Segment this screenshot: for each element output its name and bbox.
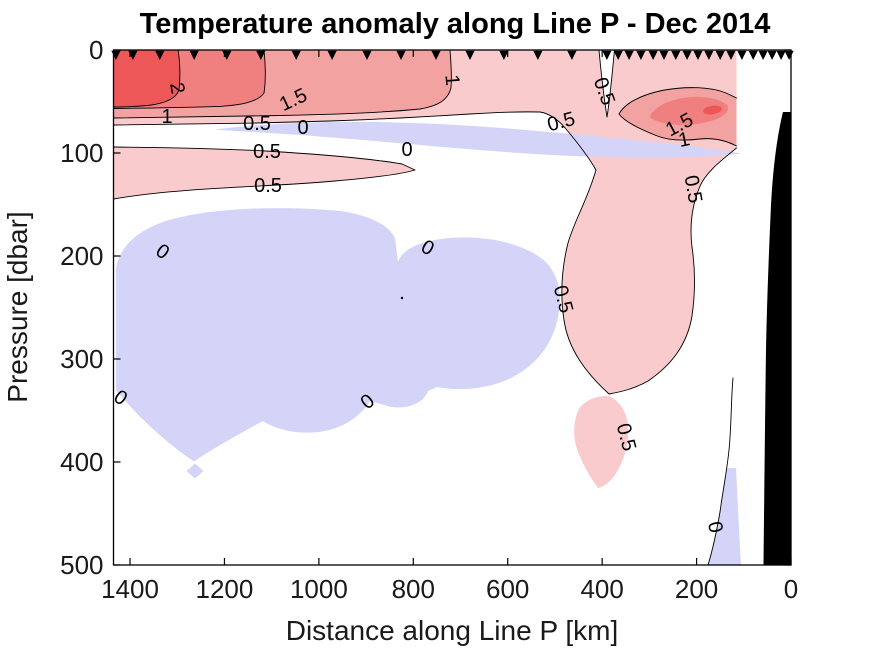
contour-line-0p5-tongue <box>113 146 416 200</box>
y-tick-labels: 0 100 200 300 400 500 <box>60 35 103 580</box>
station-marker-icon <box>767 50 777 60</box>
station-marker-icon <box>189 50 199 60</box>
station-marker-icon <box>715 50 725 60</box>
station-marker-icon <box>636 50 646 60</box>
station-marker-icon <box>671 50 681 60</box>
station-marker-icon <box>128 50 138 60</box>
station-marker-icon <box>465 50 475 60</box>
contour-label: 1 <box>677 128 692 152</box>
contour-label: 0 <box>401 139 412 161</box>
x-tick-label: 200 <box>675 574 718 604</box>
fill-band-negative-diamond <box>186 463 204 479</box>
x-tick-label: 800 <box>392 574 435 604</box>
y-axis-label: Pressure [dbar] <box>2 211 33 402</box>
station-marker-icon <box>602 50 612 60</box>
contour-label: 0.5 <box>243 113 271 135</box>
contour-line-0-slope <box>707 377 734 565</box>
contour-line-1-surface <box>113 50 452 119</box>
station-marker-icon <box>362 50 372 60</box>
contour-label: 0 <box>703 520 727 535</box>
station-marker-icon <box>726 50 736 60</box>
x-tick-label: 1200 <box>196 574 254 604</box>
station-marker-icon <box>659 50 669 60</box>
contour-label: 0.5 <box>253 141 281 163</box>
contour-label: 1 <box>440 74 463 87</box>
station-marker-icon <box>499 50 509 60</box>
contour-label: 2 <box>165 81 189 96</box>
station-marker-icon <box>776 50 786 60</box>
station-marker-icon <box>682 50 692 60</box>
contour-label: 1 <box>161 106 172 128</box>
x-tick-labels: 1400 1200 1000 800 600 400 200 0 <box>101 574 798 604</box>
station-marker-icon <box>624 50 634 60</box>
x-axis-label: Distance along Line P [km] <box>286 615 619 646</box>
fill-band-gt2-coastal-core <box>703 105 722 115</box>
y-tick-label: 100 <box>60 138 103 168</box>
axis-box <box>112 49 792 566</box>
y-tick-label: 0 <box>89 35 103 65</box>
contour-label: 0.5 <box>254 175 282 197</box>
fill-band-negative-lens <box>215 121 742 158</box>
station-marker-icon <box>431 50 441 60</box>
fill-band-1p5-2-coastal <box>650 96 728 125</box>
bathymetry-wedge <box>763 112 791 565</box>
station-marker-icon <box>155 50 165 60</box>
station-marker-icon <box>533 50 543 60</box>
contour-line-1p5-surface <box>113 50 266 109</box>
station-marker-icon <box>613 50 623 60</box>
station-marker-icon <box>704 50 714 60</box>
fill-band-0p5-1-tongue <box>113 147 415 199</box>
y-tick-label: 200 <box>60 241 103 271</box>
contour-label: 0 <box>297 117 308 139</box>
station-marker-icon <box>648 50 658 60</box>
x-tick-label: 1000 <box>290 574 348 604</box>
fill-band-negative-pool <box>116 208 560 462</box>
station-marker-icon <box>737 50 747 60</box>
fill-band-gt2-surface <box>113 50 180 107</box>
x-tick-label: 600 <box>486 574 529 604</box>
fill-band-0p5-1-deep-plume <box>574 395 629 488</box>
station-marker-icon <box>327 50 337 60</box>
y-tick-label: 500 <box>60 550 103 580</box>
contour-label: 0.5 <box>680 174 706 205</box>
station-marker-icon <box>291 50 301 60</box>
station-marker-icon <box>256 50 266 60</box>
station-markers <box>111 50 794 60</box>
station-marker-icon <box>396 50 406 60</box>
contour-line-0p5 <box>113 50 737 395</box>
contour-dot-artifact <box>400 296 404 300</box>
fill-band-negative-slope-strip <box>708 468 741 565</box>
contour-line-1-coastal <box>618 87 737 147</box>
x-tick-label: 0 <box>784 574 798 604</box>
station-marker-icon <box>784 50 794 60</box>
contour-fill-layers <box>113 50 791 565</box>
station-marker-icon <box>693 50 703 60</box>
plot-title: Temperature anomaly along Line P - Dec 2… <box>140 8 771 40</box>
station-marker-icon <box>748 50 758 60</box>
x-tick-label: 1400 <box>101 574 159 604</box>
station-marker-icon <box>758 50 768 60</box>
contour-line-2-surface <box>113 50 181 108</box>
y-tick-label: 400 <box>60 447 103 477</box>
station-marker-icon <box>111 50 121 60</box>
x-tick-label: 400 <box>580 574 623 604</box>
station-marker-icon <box>567 50 577 60</box>
station-marker-icon <box>222 50 232 60</box>
y-tick-label: 300 <box>60 344 103 374</box>
